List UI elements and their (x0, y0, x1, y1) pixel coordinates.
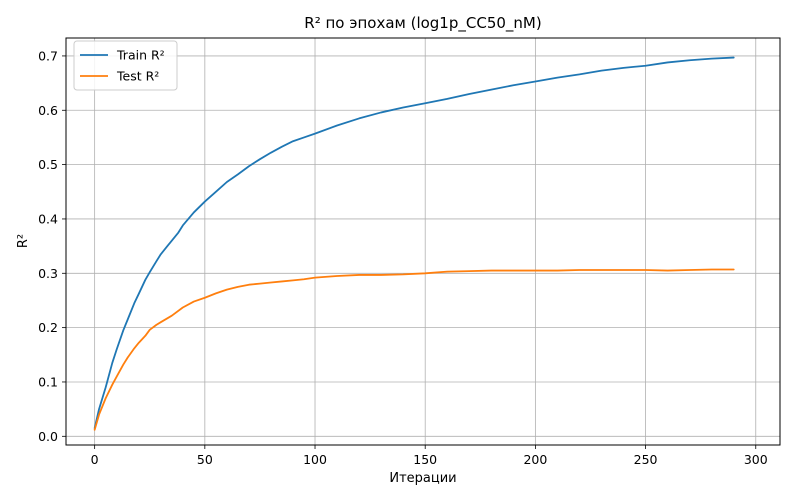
x-tick-label: 0 (91, 452, 99, 467)
y-axis-label: R² (16, 234, 31, 248)
chart-title: R² по эпохам (log1p_CC50_nM) (304, 14, 541, 33)
series-line-train (93, 56, 735, 430)
y-tick-label: 0.1 (38, 374, 58, 389)
y-tick-label: 0.0 (38, 429, 58, 444)
x-tick-label: 100 (303, 452, 327, 467)
ticks: 0 50 100 150 200 250 300 0.0 0.1 0.2 0.3 0.4 0.5 0.6 0… (38, 48, 768, 467)
x-tick-label: 150 (413, 452, 437, 467)
series-layer (93, 56, 735, 431)
legend-label-train: Train R² (116, 48, 165, 63)
x-axis-label: Итерации (389, 471, 456, 486)
y-tick-label: 0.6 (38, 103, 58, 118)
y-tick-label: 0.7 (38, 48, 58, 63)
x-tick-label: 50 (197, 452, 213, 467)
y-tick-label: 0.2 (38, 320, 58, 335)
y-tick-label: 0.3 (38, 266, 58, 281)
x-tick-label: 200 (523, 452, 547, 467)
x-tick-label: 250 (634, 452, 658, 467)
y-tick-label: 0.4 (38, 211, 58, 226)
legend-label-test: Test R² (116, 69, 159, 84)
y-tick-label: 0.5 (38, 157, 58, 172)
plot-frame (65, 37, 781, 446)
legend-box (73, 40, 178, 91)
series-line-test (93, 268, 735, 431)
legend: Train R² Test R² (73, 40, 178, 91)
x-tick-label: 300 (744, 452, 768, 467)
